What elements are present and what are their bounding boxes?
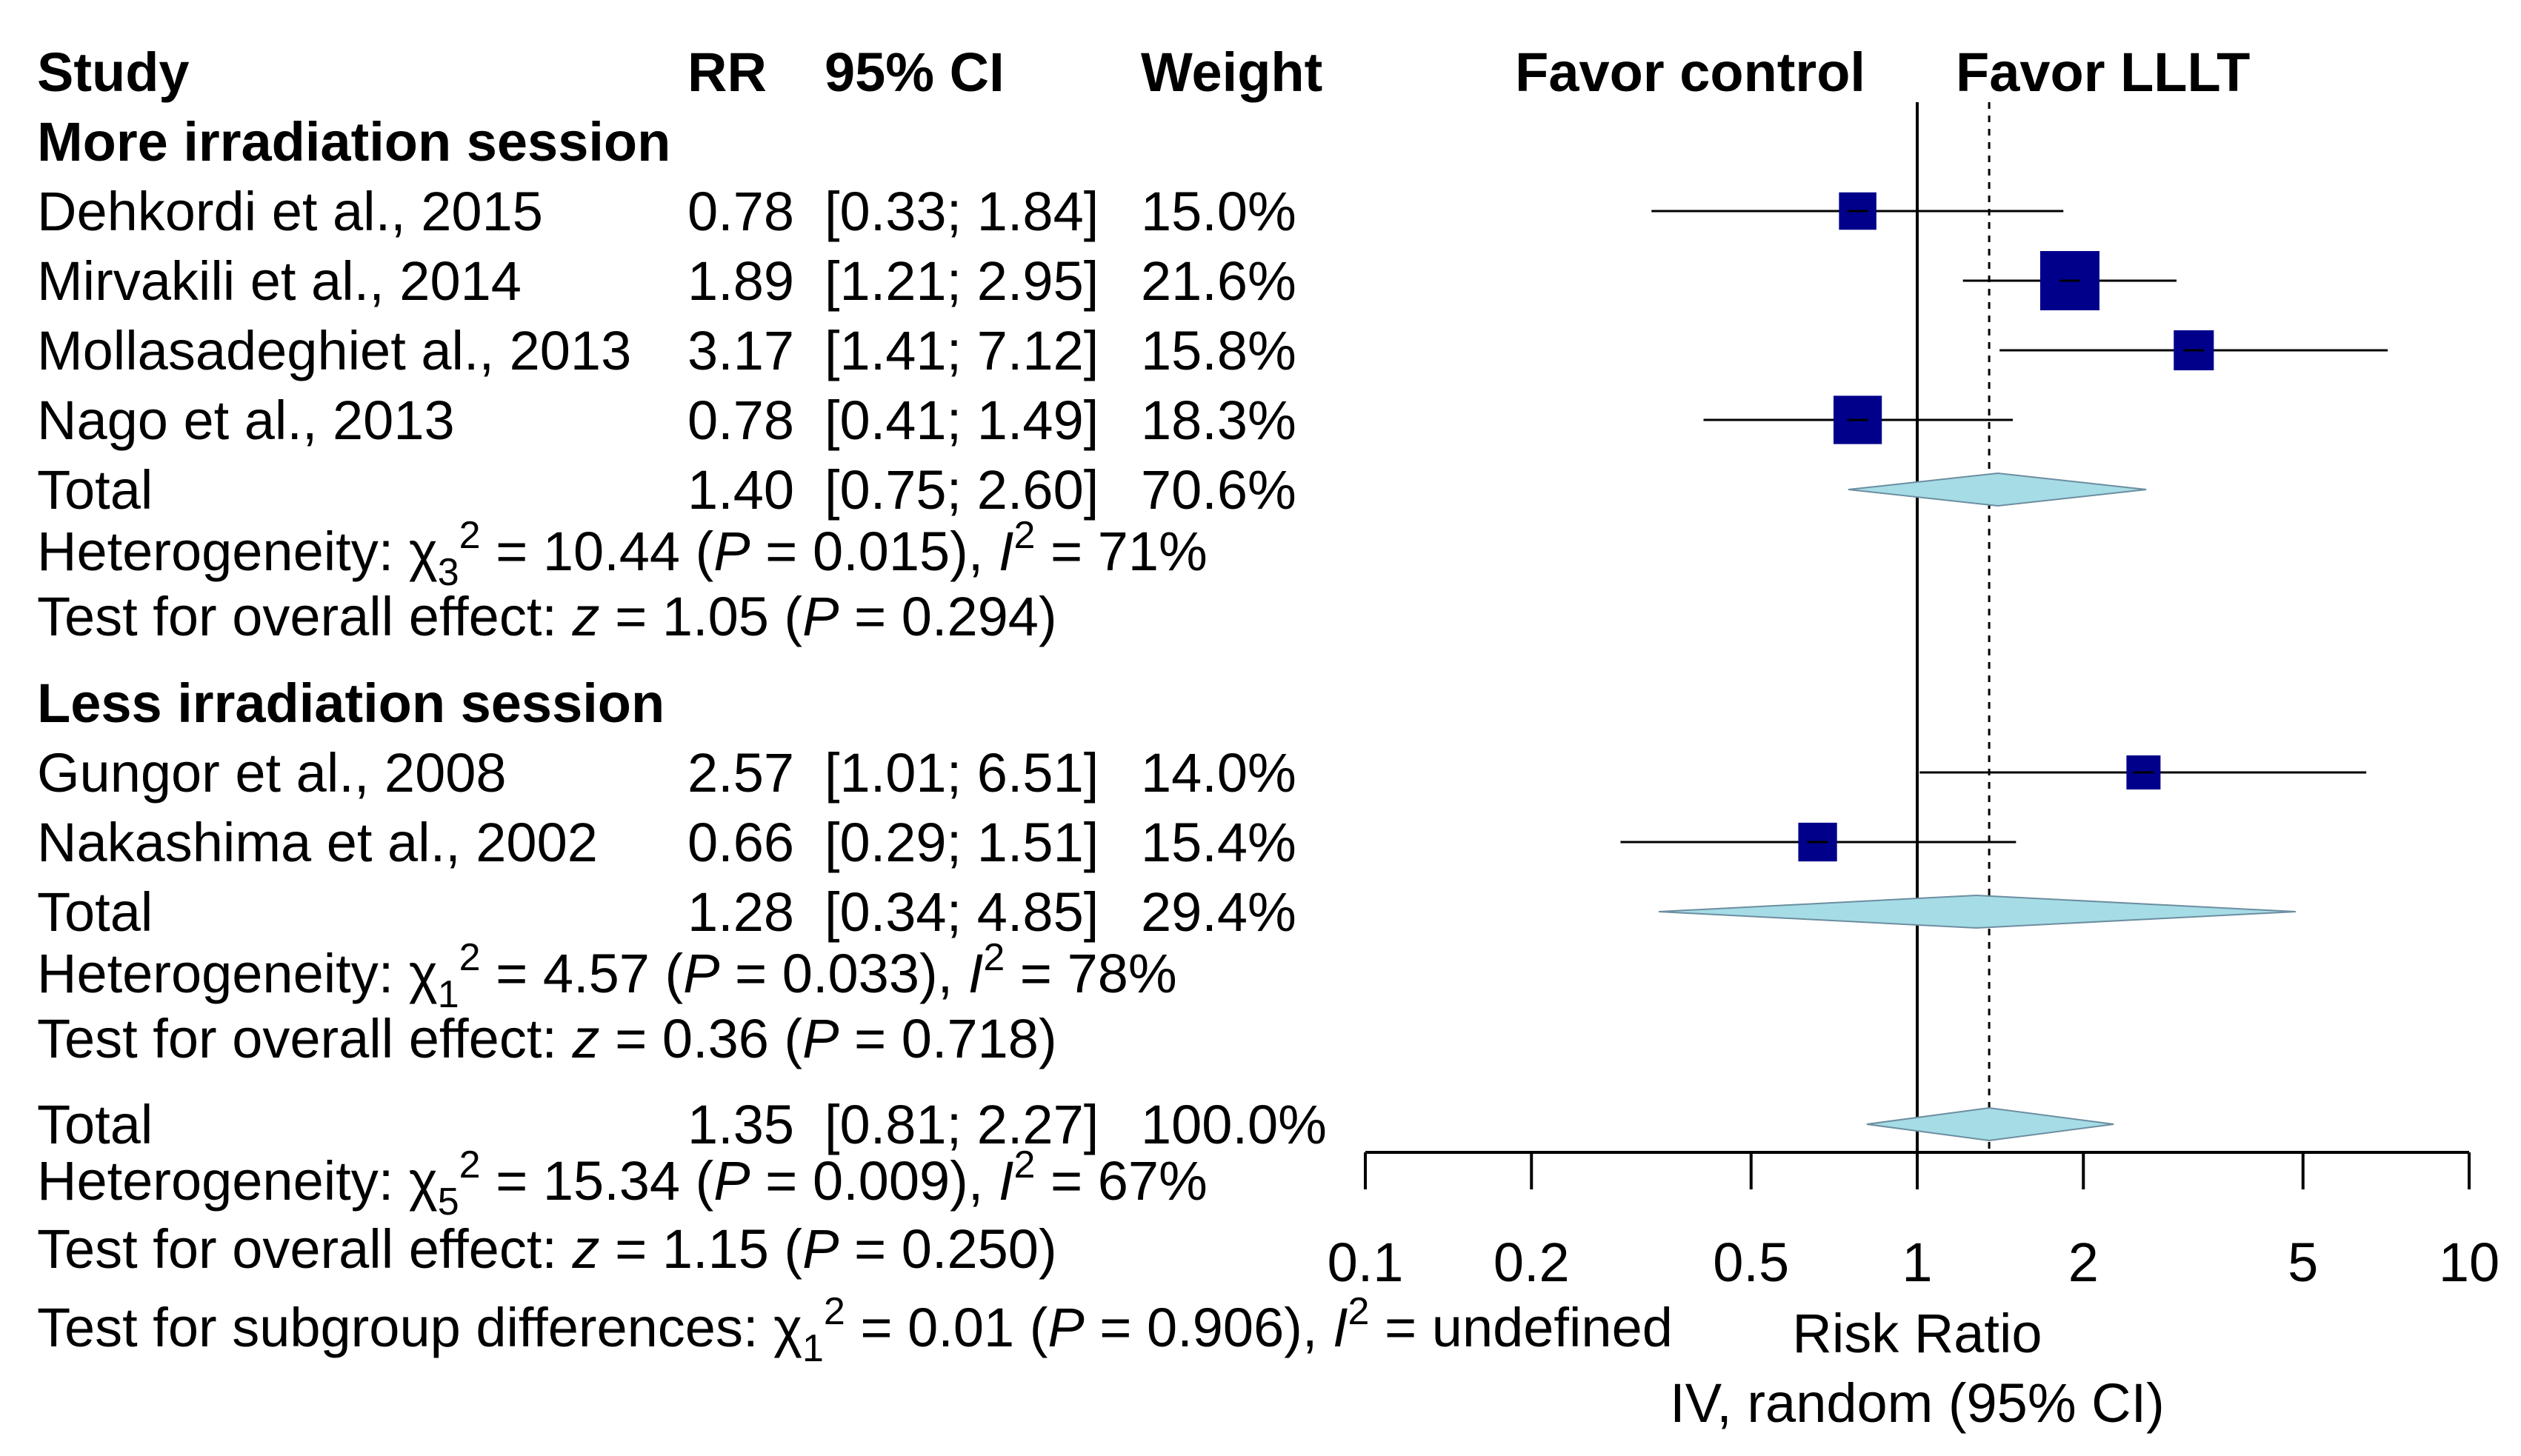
- header-favor-control: Favor control: [1515, 41, 1865, 103]
- study-4-label: Nago et al., 2013: [37, 390, 455, 451]
- study-4-rr: 0.78: [687, 390, 794, 451]
- header-weight: Weight: [1141, 41, 1322, 103]
- study-1-weight: 15.0%: [1141, 181, 1296, 242]
- study-4-weight: 18.3%: [1141, 390, 1296, 451]
- x-tick-label-10: 10: [2439, 1232, 2500, 1293]
- study-6-weight: 15.4%: [1141, 812, 1296, 873]
- study-3-weight: 15.8%: [1141, 320, 1296, 381]
- study-6-ci: [0.29; 1.51]: [825, 812, 1099, 873]
- study-3-rr: 3.17: [687, 320, 794, 381]
- study-5-label: Gungor et al., 2008: [37, 742, 507, 804]
- subgroup-1-heterogeneity: Heterogeneity: χ32 = 10.44 (P = 0.015), …: [37, 514, 1208, 594]
- subgroup-1-overall-effect: Test for overall effect: z = 1.05 (P = 0…: [37, 586, 1057, 647]
- study-6-label: Nakashima et al., 2002: [37, 812, 598, 873]
- study-2-label: Mirvakili et al., 2014: [37, 250, 522, 312]
- study-2-rr: 1.89: [687, 250, 794, 312]
- subgroup-2-total-weight: 29.4%: [1141, 881, 1296, 943]
- subgroup-2-title: Less irradiation session: [37, 672, 665, 734]
- x-axis-sublabel: IV, random (95% CI): [1670, 1372, 2165, 1434]
- subgroup-1-title: More irradiation session: [37, 111, 670, 173]
- header-rr: RR: [687, 41, 767, 103]
- subgroup-1-total-ci: [0.75; 2.60]: [825, 459, 1099, 521]
- grand-heterogeneity: Heterogeneity: χ52 = 15.34 (P = 0.009), …: [37, 1143, 1208, 1223]
- subgroup-2-total-diamond: [1658, 894, 2296, 929]
- study-3-label: Mollasadeghiet al., 2013: [37, 320, 631, 381]
- x-tick-label-2: 2: [2068, 1232, 2099, 1293]
- study-6-rr: 0.66: [687, 812, 794, 873]
- grand-total-ci: [0.81; 2.27]: [825, 1094, 1099, 1155]
- x-axis-label: Risk Ratio: [1792, 1303, 2042, 1364]
- subgroup-2-total-rr: 1.28: [687, 881, 794, 943]
- grand-total-diamond: [1866, 1106, 2114, 1142]
- subgroup-1-total-rr: 1.40: [687, 459, 794, 521]
- study-5-weight: 14.0%: [1141, 742, 1296, 804]
- x-tick-label-1: 1: [1902, 1232, 1932, 1293]
- study-1-label: Dehkordi et al., 2015: [37, 181, 543, 242]
- subgroup-differences-test: Test for subgroup differences: χ12 = 0.0…: [37, 1290, 1673, 1370]
- header-study: Study: [37, 41, 190, 103]
- study-5-rr: 2.57: [687, 742, 794, 804]
- study-3-ci: [1.41; 7.12]: [825, 320, 1099, 381]
- grand-total-weight: 100.0%: [1141, 1094, 1327, 1155]
- subgroup-2-overall-effect: Test for overall effect: z = 0.36 (P = 0…: [37, 1008, 1057, 1069]
- x-tick-label-5: 5: [2288, 1232, 2318, 1293]
- study-5-ci: [1.01; 6.51]: [825, 742, 1099, 804]
- subgroup-1-total-label: Total: [37, 459, 153, 521]
- subgroup-1-total-weight: 70.6%: [1141, 459, 1296, 521]
- study-4-ci: [0.41; 1.49]: [825, 390, 1099, 451]
- subgroup-2-total-label: Total: [37, 881, 153, 943]
- study-2-ci: [1.21; 2.95]: [825, 250, 1099, 312]
- study-1-ci: [0.33; 1.84]: [825, 181, 1099, 242]
- subgroup-2-heterogeneity: Heterogeneity: χ12 = 4.57 (P = 0.033), I…: [37, 936, 1177, 1016]
- x-tick-label-0.5: 0.5: [1713, 1232, 1789, 1293]
- study-2-weight: 21.6%: [1141, 250, 1296, 312]
- x-tick-label-0.2: 0.2: [1493, 1232, 1570, 1293]
- header-ci: 95% CI: [825, 41, 1005, 103]
- subgroup-2-total-ci: [0.34; 4.85]: [825, 881, 1099, 943]
- grand-overall-effect: Test for overall effect: z = 1.15 (P = 0…: [37, 1218, 1057, 1280]
- study-1-rr: 0.78: [687, 181, 794, 242]
- header-favor-lllt: Favor LLLT: [1956, 41, 2250, 103]
- grand-total-rr: 1.35: [687, 1094, 794, 1155]
- grand-total-label: Total: [37, 1094, 153, 1155]
- subgroup-1-total-diamond: [1848, 472, 2147, 507]
- x-tick-label-0.1: 0.1: [1328, 1232, 1404, 1293]
